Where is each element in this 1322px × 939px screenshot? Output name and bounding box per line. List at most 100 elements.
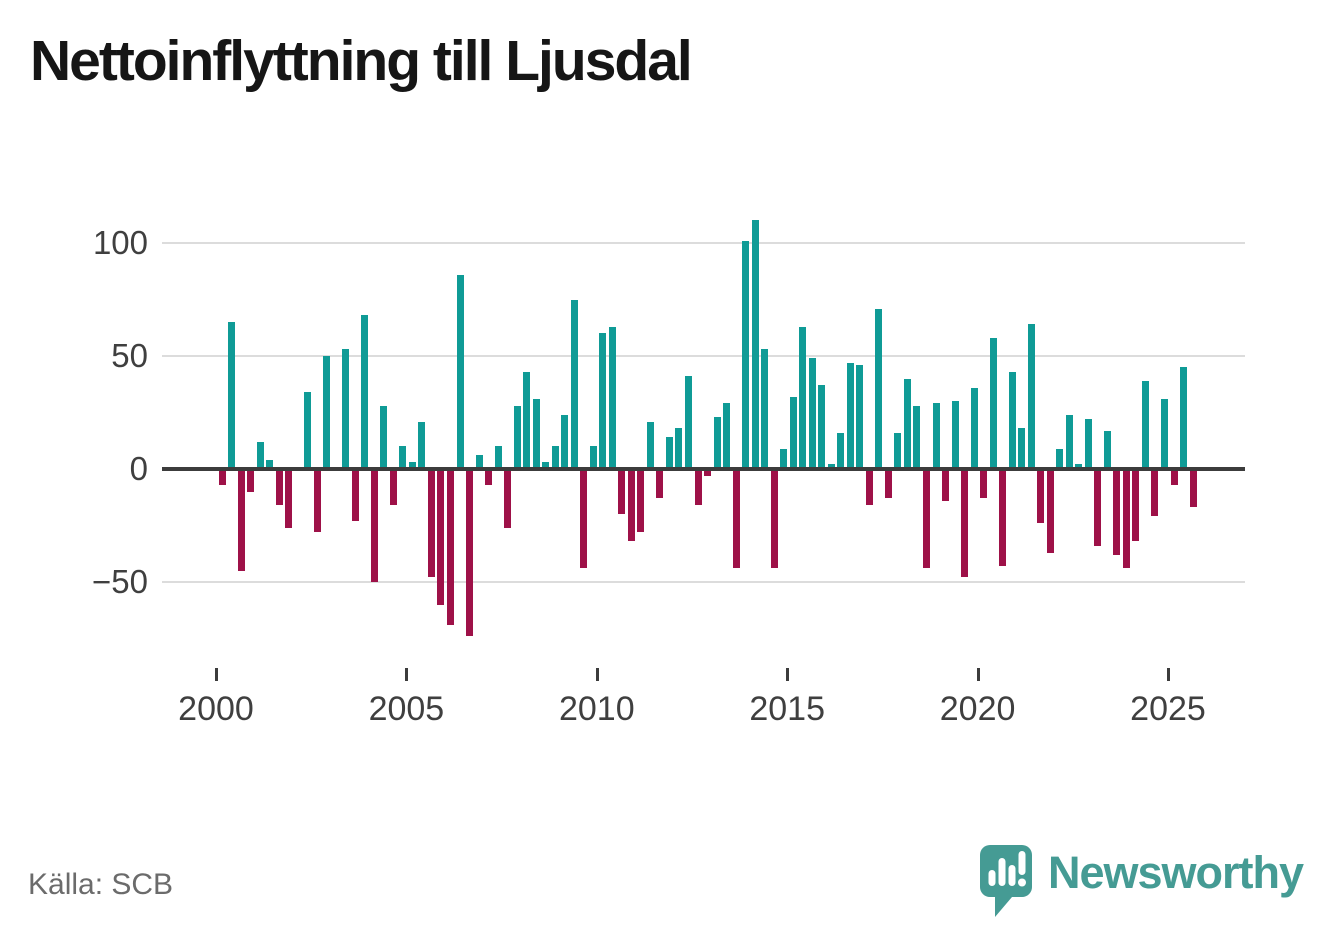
bar [665,437,673,469]
bar [323,356,331,469]
bar [1189,469,1197,508]
x-tick-label-2005: 2005 [368,690,445,728]
bar [275,469,283,506]
bar [818,385,826,469]
bar [1065,414,1073,469]
newsworthy-wordmark: Newsworthy [1048,847,1304,898]
bar [304,392,312,469]
bar [742,240,750,469]
x-tick-2005 [405,668,409,681]
bar [618,469,626,515]
bar [1094,469,1102,546]
bar [761,349,769,469]
bar [218,469,226,485]
bar [646,421,654,469]
bar [894,432,902,469]
x-tick-2015 [786,668,790,681]
bar [561,414,569,469]
bar [875,308,883,469]
bar [608,326,616,469]
bar [285,469,293,528]
bar [751,220,759,469]
bar [408,462,416,469]
bar [770,469,778,569]
bar [989,337,997,469]
bar [1018,428,1026,469]
bar [865,469,873,506]
bar [856,365,864,469]
bar [399,446,407,469]
newsworthy-logo: Newsworthy [978,843,1304,921]
bar [513,405,521,469]
bar [922,469,930,569]
bar [1084,419,1092,469]
bar [361,315,369,469]
bar [789,396,797,469]
gridline-100 [162,242,1245,244]
bar [351,469,359,521]
bar [1113,469,1121,555]
bar [256,441,264,469]
bar [970,387,978,469]
gridline-50 [162,355,1245,357]
x-tick-2000 [215,668,218,681]
bar [313,469,321,533]
bar [1170,469,1178,485]
x-tick-label-2015: 2015 [749,690,825,728]
x-tick-label-2020: 2020 [939,690,1016,728]
bar [961,469,969,578]
bar [732,469,740,569]
x-tick-label-2000: 2000 [178,690,254,728]
bar [799,326,807,469]
bar [808,358,816,469]
bar [589,446,597,469]
bar [551,446,559,469]
x-axis-line [162,467,1245,471]
bar [1027,324,1035,469]
x-tick-2020 [976,668,980,681]
bar [1122,469,1130,569]
bar [713,417,721,469]
bar [1046,469,1054,553]
bar [1008,371,1016,469]
bar [427,469,435,578]
bar [913,405,921,469]
bar [1141,380,1149,469]
bar [437,469,445,605]
bar [694,469,702,506]
bar [837,432,845,469]
bar [656,469,664,499]
bar [980,469,988,499]
bar [1103,430,1111,469]
bar [485,469,493,485]
chart-title: Nettoinflyttning till Ljusdal [30,29,693,93]
bar [389,469,397,506]
bar [1151,469,1159,517]
bar [780,448,788,469]
bar [1075,464,1083,469]
bar [570,299,578,469]
bar [1037,469,1045,524]
bar [237,469,245,571]
speech-bubble-bar-chart-icon [980,845,1032,917]
bar [228,322,236,469]
bar [637,469,645,533]
bar [684,376,692,469]
source-label: Källa: SCB [28,868,174,901]
x-tick-2025 [1167,668,1170,681]
bar [542,462,550,469]
bar [247,469,255,492]
x-tick-2010 [595,668,599,681]
bar [523,371,531,469]
bar [1180,367,1188,469]
bar [627,469,635,542]
bar [370,469,378,582]
bar [675,428,683,469]
bar [846,362,854,469]
bar [380,405,388,469]
bar [342,349,350,469]
bar [932,403,940,469]
y-tick-label-100: 100 [92,224,148,261]
y-tick-label-50: 50 [111,337,148,374]
